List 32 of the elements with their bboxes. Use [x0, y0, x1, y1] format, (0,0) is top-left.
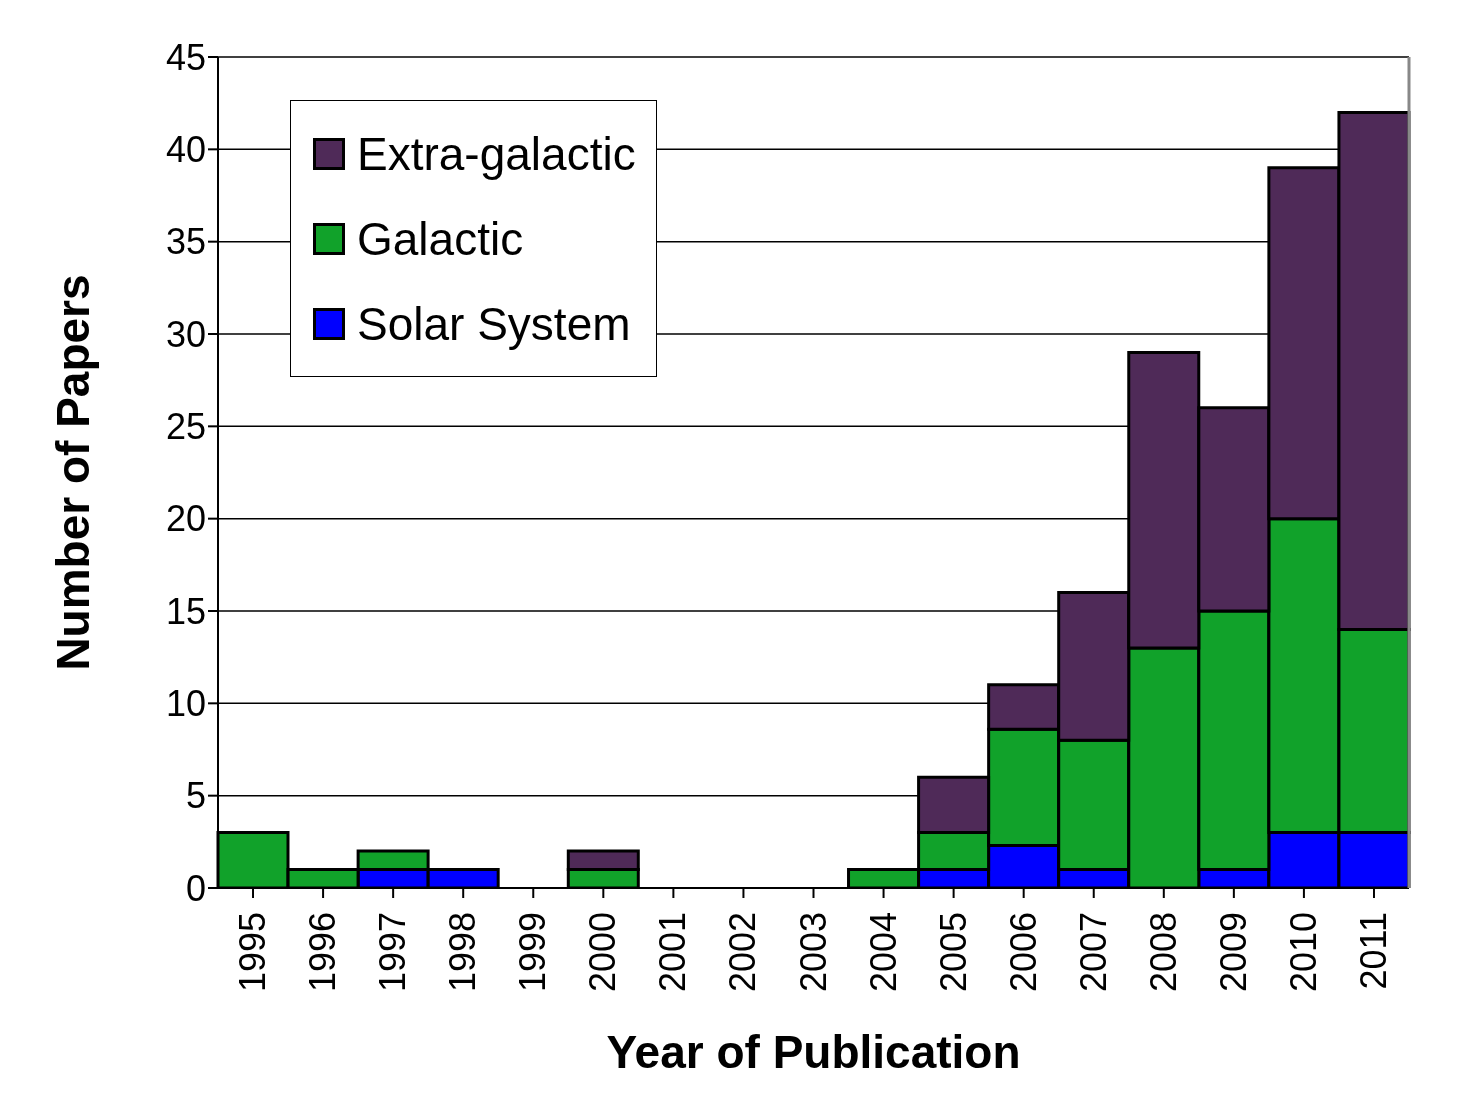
x-tick-label: 1996 — [302, 912, 344, 993]
x-tick-label: 1995 — [232, 912, 274, 993]
y-tick-label: 10 — [165, 683, 206, 725]
x-tick-label: 2005 — [932, 912, 974, 993]
y-tick-label: 5 — [185, 775, 206, 817]
x-tick-label: 1999 — [512, 912, 554, 993]
x-tick-label: 2006 — [1002, 912, 1044, 993]
y-tick-label: 25 — [165, 406, 206, 448]
y-tick-label: 20 — [165, 498, 206, 540]
x-tick-label: 2000 — [582, 912, 624, 993]
x-tick-label: 2007 — [1072, 912, 1114, 993]
x-tick-label: 2001 — [652, 912, 694, 993]
legend-label: Solar System — [357, 296, 631, 351]
x-tick-label: 2004 — [862, 912, 904, 993]
x-tick-label: 2003 — [792, 912, 834, 993]
x-tick-label: 1997 — [372, 912, 414, 993]
legend-label: Galactic — [357, 211, 524, 266]
x-tick-label: 2008 — [1142, 912, 1184, 993]
y-tick-label: 15 — [165, 590, 206, 632]
y-axis-title: Number of Papers — [47, 274, 100, 671]
x-axis-title: Year of Publication — [606, 1026, 1021, 1078]
y-tick-label: 35 — [165, 221, 206, 263]
x-tick-label: 2011 — [1352, 912, 1394, 990]
y-tick-label: 45 — [165, 36, 206, 78]
legend-label: Extra-galactic — [357, 126, 636, 181]
x-tick-label: 1998 — [442, 912, 484, 993]
y-tick-label: 40 — [165, 129, 206, 171]
x-tick-label: 2010 — [1282, 912, 1324, 993]
x-tick-label: 2009 — [1212, 912, 1254, 993]
y-tick-label: 30 — [165, 313, 206, 355]
x-tick-label: 2002 — [722, 912, 764, 993]
y-tick-label: 0 — [185, 867, 206, 909]
